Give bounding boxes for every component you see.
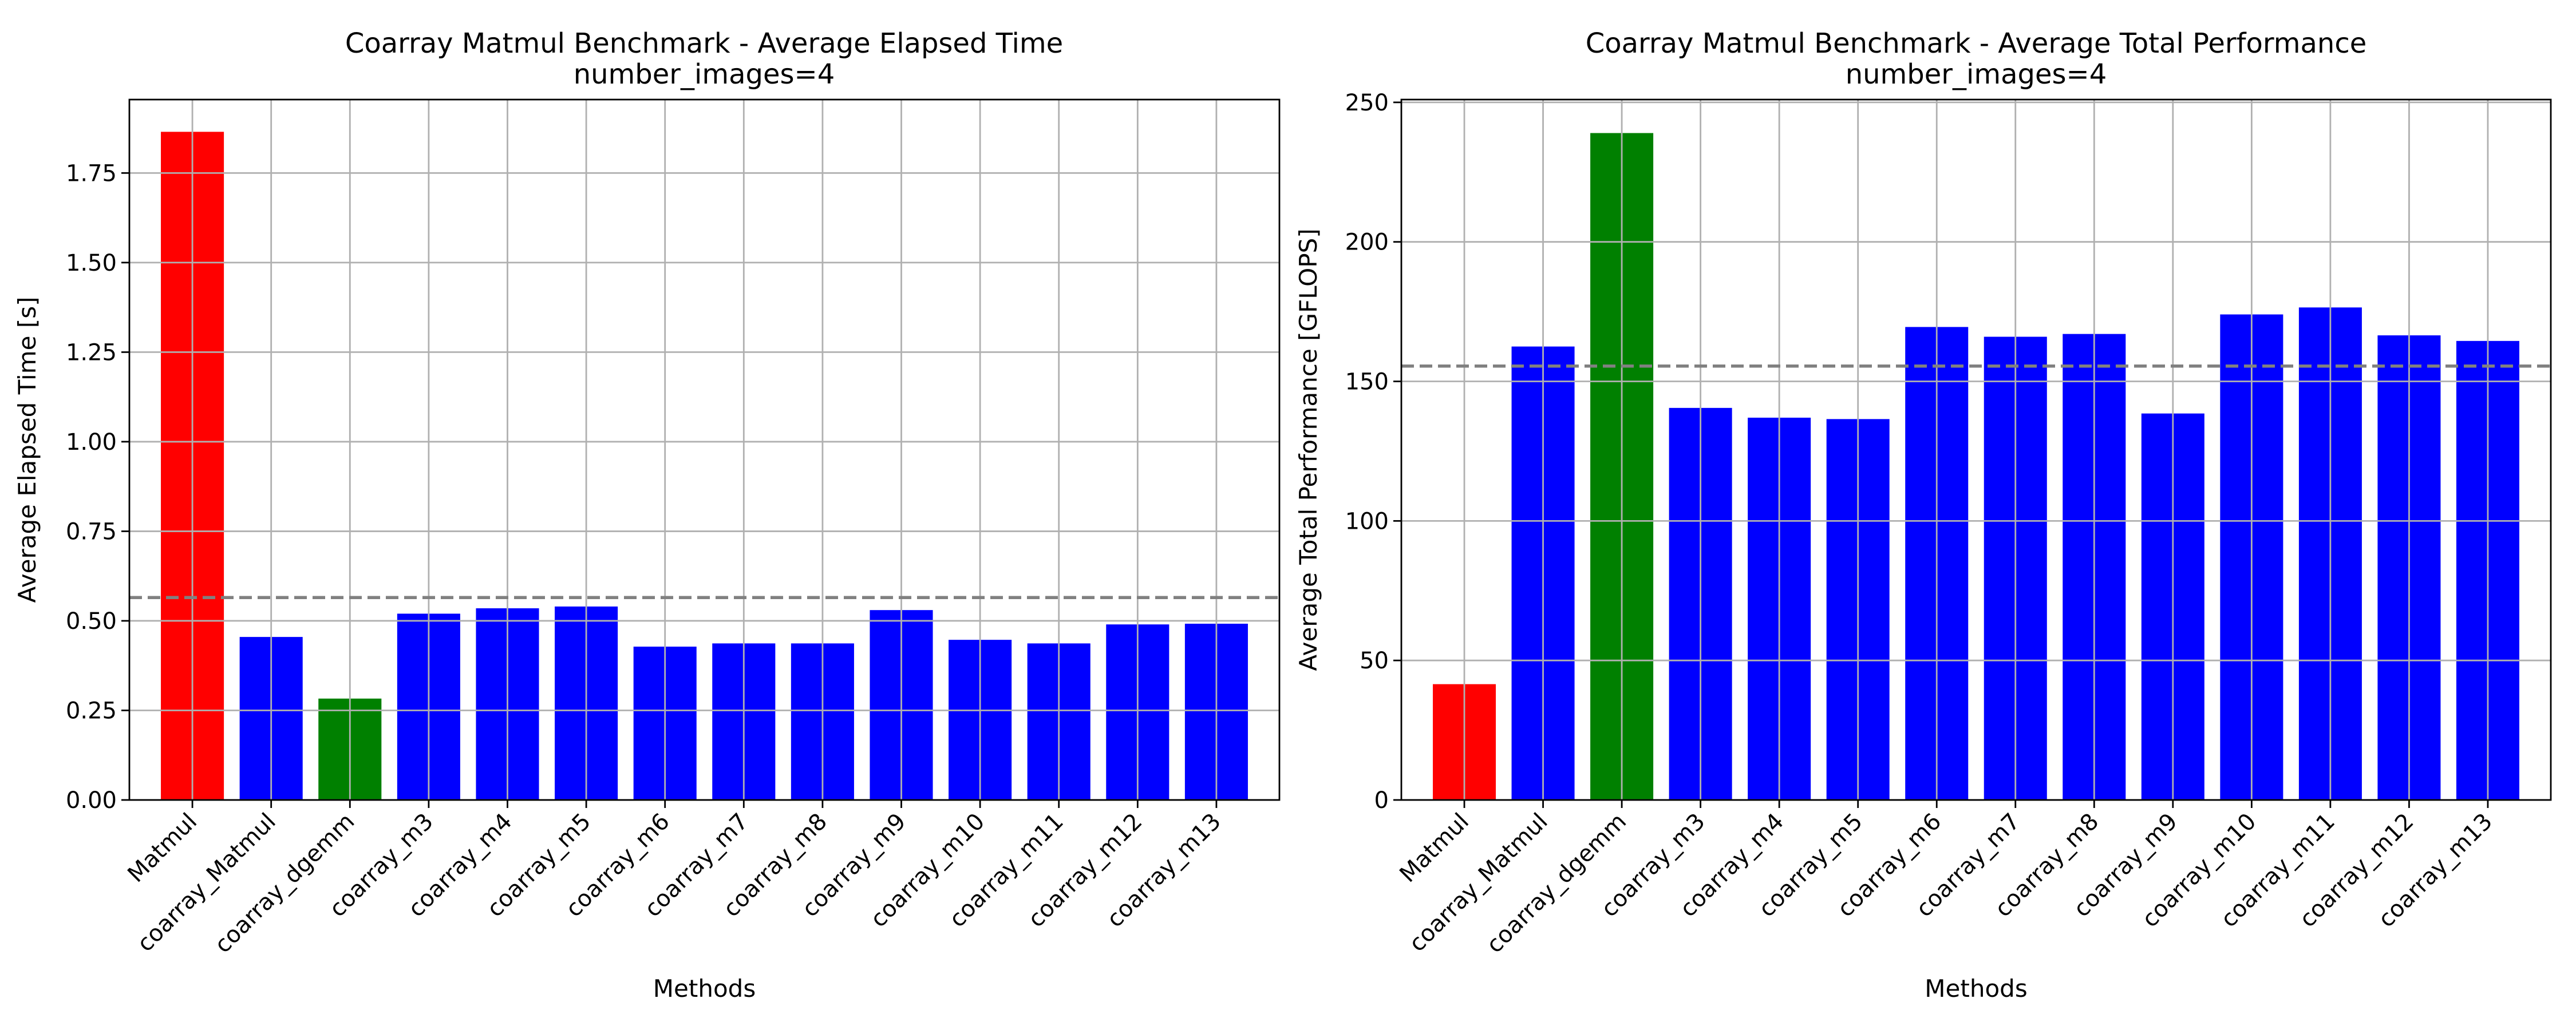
y-tick-label: 1.50	[66, 250, 117, 276]
x-tick-label: coarray_Matmul	[132, 809, 281, 957]
y-tick-label: 0.50	[66, 608, 117, 635]
y-tick-label: 0	[1374, 787, 1389, 814]
x-axis-label: Methods	[653, 974, 756, 1003]
y-tick-label: 50	[1360, 648, 1389, 674]
elapsed-time-chart: Coarray Matmul Benchmark - Average Elaps…	[13, 27, 1281, 1003]
x-tick-label: coarray_dgemm	[210, 809, 359, 958]
y-tick-label: 250	[1345, 90, 1389, 116]
performance-chart: Coarray Matmul Benchmark - Average Total…	[1294, 27, 2552, 1003]
y-tick-label: 1.00	[66, 429, 117, 455]
y-tick-label: 0.25	[66, 698, 117, 724]
y-tick-label: 1.25	[66, 339, 117, 366]
chart-title: Coarray Matmul Benchmark - Average Total…	[1586, 27, 2367, 60]
y-tick-label: 0.00	[66, 787, 117, 814]
y-tick-label: 200	[1345, 229, 1389, 256]
y-axis-label: Average Total Performance [GFLOPS]	[1294, 228, 1322, 671]
y-tick-label: 0.75	[66, 518, 117, 545]
plot-frame	[1400, 98, 2552, 801]
x-tick-label: Matmul	[123, 809, 202, 888]
x-tick-label: Matmul	[1394, 809, 1474, 888]
chart-title: Coarray Matmul Benchmark - Average Elaps…	[345, 27, 1063, 60]
y-tick-label: 150	[1345, 369, 1389, 395]
y-tick-label: 100	[1345, 508, 1389, 534]
chart-subtitle: number_images=4	[1846, 58, 2107, 90]
x-tick-label: coarray_Matmul	[1404, 809, 1553, 957]
y-tick-label: 1.75	[66, 160, 117, 187]
plot-frame	[128, 98, 1281, 801]
x-tick-label: coarray_dgemm	[1481, 809, 1631, 958]
y-axis-label: Average Elapsed Time [s]	[13, 297, 41, 603]
x-axis-label: Methods	[1925, 974, 2027, 1003]
chart-subtitle: number_images=4	[574, 58, 835, 90]
